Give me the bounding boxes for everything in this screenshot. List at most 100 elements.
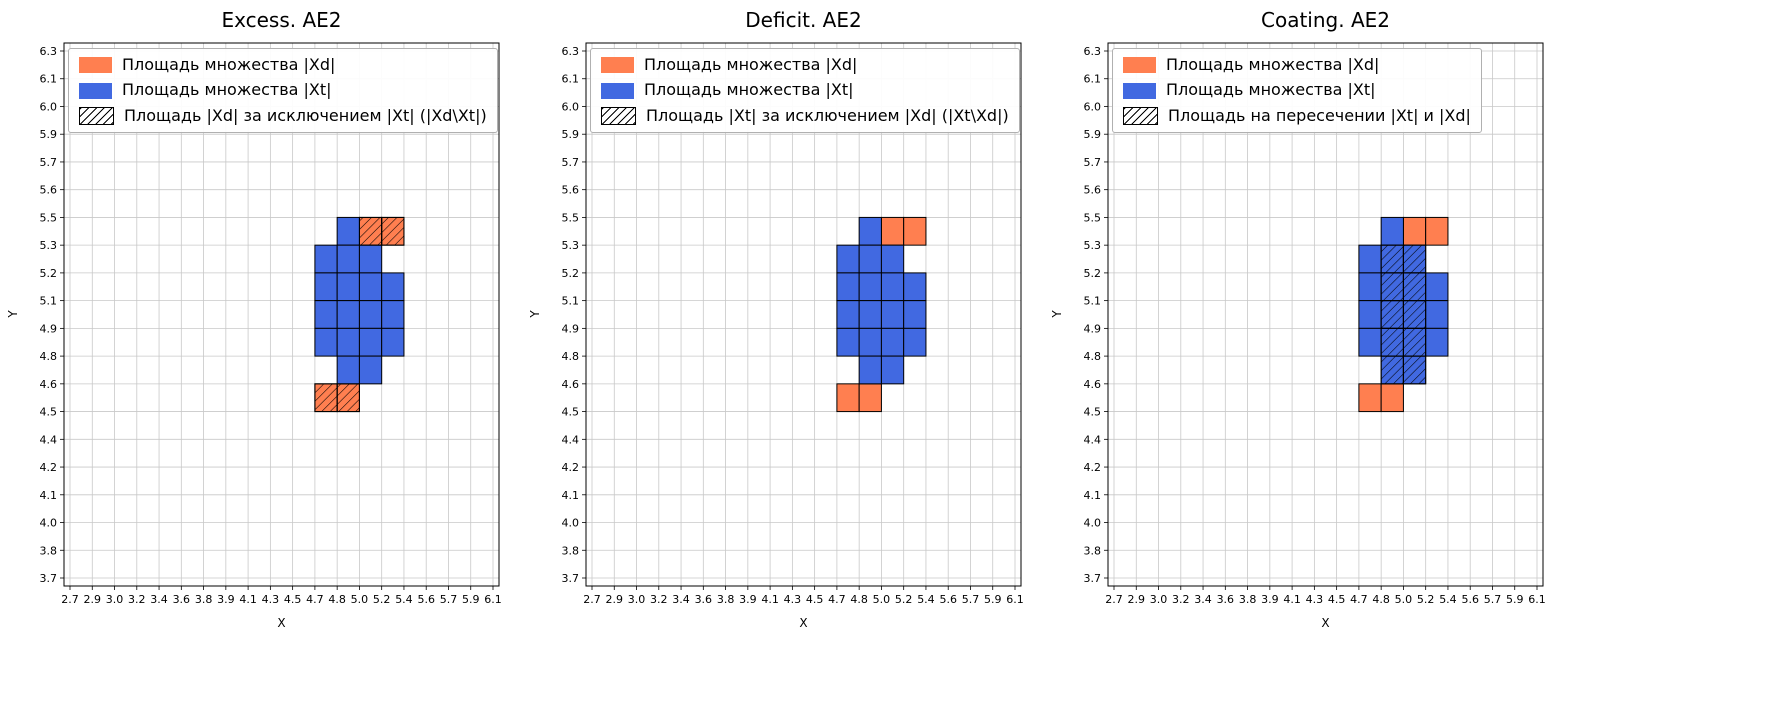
y-tick-label: 4.2	[40, 461, 58, 474]
y-tick-label: 4.1	[1084, 489, 1102, 502]
xt-cell	[314, 272, 338, 302]
xt-area-swatch	[79, 82, 112, 99]
y-tick-label: 4.8	[1084, 350, 1102, 363]
x-tick-label: 4.8	[1372, 593, 1390, 606]
x-tick-label: 5.0	[873, 593, 891, 606]
x-tick-label: 3.4	[1194, 593, 1212, 606]
x-axis-label: X	[277, 616, 285, 630]
x-tick-label: 3.4	[150, 593, 168, 606]
y-tick-label: 4.6	[1084, 378, 1102, 391]
legend-label: Площадь |Xt| за исключением |Xd| (|Xt\Xd…	[646, 105, 1009, 125]
x-axis-label: X	[1321, 616, 1329, 630]
x-tick-label: 3.4	[672, 593, 690, 606]
x-tick-label: 3.6	[695, 593, 713, 606]
legend-label: Площадь множества |Xt|	[122, 80, 332, 100]
x-tick-label: 4.1	[1283, 593, 1301, 606]
y-tick-label: 5.2	[1084, 267, 1102, 280]
legend-item: Площадь |Xd| за исключением |Xt| (|Xd\Xt…	[79, 106, 487, 125]
xt-cell	[858, 244, 882, 274]
y-tick-label: 5.2	[562, 267, 580, 280]
y-tick-label: 4.9	[562, 322, 580, 335]
axes-frame	[63, 42, 500, 587]
y-tick-label: 4.4	[562, 433, 580, 446]
y-axis-label: Y	[6, 310, 20, 319]
xt-cell	[336, 355, 360, 385]
x-tick-label: 5.9	[984, 593, 1002, 606]
xt-cell	[1425, 300, 1449, 329]
legend-label: Площадь множества |Xd|	[1166, 55, 1380, 74]
y-tick-label: 4.5	[562, 406, 580, 419]
xt-area-swatch	[601, 82, 634, 99]
x-tick-label: 4.3	[784, 593, 802, 606]
xt-cell	[880, 355, 905, 385]
y-tick-label: 6.1	[1084, 73, 1102, 86]
legend: Площадь множества |Xd| Площадь множества…	[1112, 48, 1482, 134]
y-tick-label: 6.0	[40, 100, 58, 113]
x-tick-label: 3.8	[1239, 593, 1257, 606]
figure: Excess. AE2 Y X 2.7 2.9 3.0 3.2 3.4 3.6 3.8 3.9…	[6, 8, 1551, 635]
xt-cell	[1358, 327, 1382, 357]
x-tick-label: 5.2	[1417, 593, 1435, 606]
y-tick-label: 5.6	[562, 184, 580, 197]
x-tick-label: 5.2	[373, 593, 391, 606]
y-tick-label: 5.3	[40, 239, 58, 252]
x-tick-label: 5.0	[351, 593, 369, 606]
x-tick-label: 4.5	[1328, 593, 1346, 606]
xt-cell	[336, 327, 360, 357]
x-tick-label: 3.2	[128, 593, 146, 606]
panel-deficit: Deficit. AE2 Y X 2.7 2.9 3.0 3.2 3.4 3.6 3.8 3.…	[524, 8, 1029, 635]
x-tick-label: 3.9	[739, 593, 757, 606]
xt-cell	[880, 244, 905, 274]
xt-cell	[880, 272, 905, 302]
hatch-cell	[1402, 355, 1427, 385]
legend: Площадь множества |Xd| Площадь множества…	[590, 48, 1020, 134]
x-tick-label: 2.9	[84, 593, 102, 606]
xt-cell	[381, 300, 405, 329]
hatch-cell	[1402, 327, 1427, 357]
panel-coating: Coating. AE2 Y X 2.7 2.9 3.0 3.2 3.4 3.6 3.8 3.…	[1046, 8, 1551, 635]
xt-cell	[903, 300, 927, 329]
x-tick-label: 5.9	[462, 593, 480, 606]
xd-cell	[1380, 383, 1404, 413]
xd-cell	[1425, 216, 1449, 246]
xd-area-swatch	[1123, 57, 1156, 74]
legend-label: Площадь множества |Xt|	[1166, 80, 1376, 100]
xt-cell	[358, 300, 383, 329]
x-axis-label: X	[799, 616, 807, 630]
y-tick-label: 4.5	[1084, 406, 1102, 419]
legend-item: Площадь множества |Xt|	[601, 80, 1009, 99]
axes-frame	[585, 42, 1022, 587]
y-tick-label: 4.5	[40, 406, 58, 419]
legend-label: Площадь на пересечении |Xt| и |Xd|	[1168, 105, 1471, 125]
xt-cell	[314, 327, 338, 357]
x-tick-label: 4.3	[262, 593, 280, 606]
xt-cell	[1358, 272, 1382, 302]
x-tick-label: 5.0	[1395, 593, 1413, 606]
x-tick-label: 5.7	[440, 593, 458, 606]
xt-cell	[336, 244, 360, 274]
y-tick-label: 3.7	[562, 572, 580, 585]
y-tick-label: 6.0	[562, 100, 580, 113]
x-tick-label: 5.6	[417, 593, 435, 606]
plot-title: Deficit. AE2	[745, 8, 862, 32]
y-tick-label: 4.0	[1084, 517, 1102, 530]
y-tick-label: 4.9	[1084, 322, 1102, 335]
y-tick-label: 5.7	[562, 156, 580, 169]
x-tick-label: 5.4	[395, 593, 413, 606]
x-tick-label: 4.5	[284, 593, 302, 606]
xt-cell	[314, 300, 338, 329]
hatch-cell	[1402, 300, 1427, 329]
plot-title: Excess. AE2	[221, 8, 342, 32]
xd-cell	[903, 216, 927, 246]
x-tick-label: 2.7	[583, 593, 601, 606]
y-tick-label: 6.1	[40, 73, 58, 86]
xd-area-swatch	[601, 57, 634, 74]
xt-cell	[1358, 300, 1382, 329]
y-axis-label: Y	[528, 310, 542, 319]
y-tick-label: 4.1	[562, 489, 580, 502]
xt-cell	[381, 272, 405, 302]
legend-label: Площадь множества |Xd|	[122, 55, 336, 74]
x-tick-label: 5.7	[1484, 593, 1502, 606]
x-tick-label: 4.8	[850, 593, 868, 606]
hatch-cell	[1402, 244, 1427, 274]
